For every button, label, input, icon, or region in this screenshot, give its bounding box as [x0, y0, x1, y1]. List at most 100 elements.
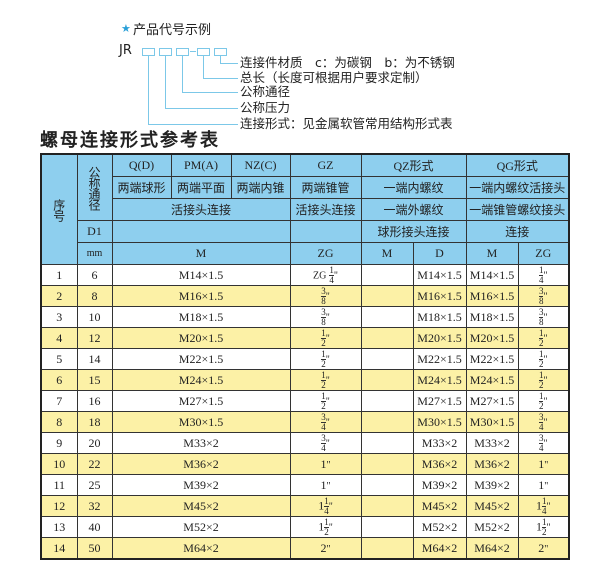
- denominator: 4: [321, 442, 326, 453]
- leader-line: [148, 55, 149, 124]
- inch-mark: ": [325, 416, 330, 428]
- inch-mark: ": [543, 269, 548, 281]
- qz-m-cell: [360, 495, 414, 517]
- dn-cell: 10: [76, 306, 113, 328]
- qz-m-cell: [360, 537, 414, 560]
- inch-mark: ": [543, 290, 548, 302]
- numerator: 1: [538, 369, 544, 381]
- qg-zg-cell: 1 2 ": [517, 327, 570, 349]
- qg-m-cell: M16×1.5: [465, 285, 519, 307]
- dn-cell: 15: [76, 369, 113, 391]
- zg-thread-cell: 1 2 ": [289, 327, 362, 349]
- header-qg-desc3: 连接: [465, 220, 570, 243]
- zg-thread-cell: 1 1 2 ": [289, 516, 362, 538]
- leader-line: [182, 92, 238, 93]
- dn-cell: 12: [76, 327, 113, 349]
- qg-m-cell: M36×2: [465, 453, 519, 475]
- table-row: 14 50 M64×2 2" M64×2 M64×2 2": [40, 537, 570, 560]
- header-gz-desc: 两端锥管: [289, 176, 362, 199]
- header-nz-desc: 两端内锥: [230, 176, 291, 199]
- qg-m-cell: M22×1.5: [465, 348, 519, 370]
- header-qg-desc1: 一端内螺纹活接头: [465, 176, 570, 199]
- seq-cell: 12: [40, 495, 78, 517]
- dn-cell: 14: [76, 348, 113, 370]
- qz-m-cell: [360, 348, 414, 370]
- m-thread-cell: M16×1.5: [111, 285, 291, 307]
- qz-d-cell: M52×2: [412, 516, 467, 538]
- denominator: 4: [538, 274, 544, 285]
- m-thread-cell: M24×1.5: [111, 369, 291, 391]
- qz-d-cell: M30×1.5: [412, 411, 467, 433]
- header-seq: 序号: [40, 153, 78, 265]
- denominator: 4: [324, 505, 329, 516]
- table-title: 螺母连接形式参考表: [40, 130, 220, 151]
- denominator: 4: [538, 421, 544, 432]
- inch-mark: ": [546, 521, 551, 533]
- numerator: 1: [321, 348, 326, 360]
- leader-line: [203, 78, 238, 79]
- qg-zg-cell: 1 1 4 ": [517, 495, 570, 517]
- header-union: 活接头连接: [111, 198, 291, 221]
- denominator: 4: [538, 442, 544, 453]
- whole-part: 2: [538, 540, 545, 555]
- whole-part: 1: [320, 456, 327, 471]
- numerator: 1: [324, 495, 329, 507]
- seq-cell: 1: [40, 264, 78, 286]
- qz-d-cell: M20×1.5: [412, 327, 467, 349]
- inch-mark: ": [328, 521, 333, 533]
- seq-cell: 8: [40, 411, 78, 433]
- qz-m-cell: [360, 390, 414, 412]
- m-thread-cell: M14×1.5: [111, 264, 291, 286]
- denominator: 8: [321, 316, 326, 327]
- qg-zg-cell: 1 2 ": [517, 369, 570, 391]
- m-thread-cell: M52×2: [111, 516, 291, 538]
- whole-part: 1: [318, 518, 325, 533]
- inch-mark: ": [544, 459, 549, 471]
- zg-thread-cell: 3 4 ": [289, 432, 362, 454]
- header-gz: GZ: [289, 153, 362, 177]
- header-m: M: [111, 242, 291, 265]
- whole-part: 1: [538, 477, 545, 492]
- label-pressure: 公称压力: [240, 100, 291, 115]
- zg-thread-cell: 1": [289, 453, 362, 475]
- inch-mark: ": [325, 353, 330, 365]
- numerator: 3: [538, 411, 544, 423]
- numerator: 1: [321, 390, 326, 402]
- inch-mark: ": [544, 480, 549, 492]
- m-thread-cell: M39×2: [111, 474, 291, 496]
- qg-zg-cell: 3 8 ": [517, 285, 570, 307]
- qz-d-cell: M64×2: [412, 537, 467, 560]
- qz-m-cell: [360, 369, 414, 391]
- denominator: 8: [538, 295, 544, 306]
- seq-cell: 7: [40, 390, 78, 412]
- inch-mark: ": [543, 395, 548, 407]
- inch-mark: ": [326, 459, 331, 471]
- zg-thread-cell: 3 4 ": [289, 411, 362, 433]
- qg-zg-cell: 1": [517, 453, 570, 475]
- inch-mark: ": [546, 500, 551, 512]
- table-row: 13 40 M52×2 1 1 2 " M52×2 M52×2 1 1 2 ": [40, 516, 570, 538]
- numerator: 1: [538, 348, 544, 360]
- denominator: 2: [321, 379, 326, 390]
- qz-d-cell: M16×1.5: [412, 285, 467, 307]
- qg-zg-cell: 1 2 ": [517, 348, 570, 370]
- leader-line: [148, 124, 238, 125]
- header-qz-m: M: [360, 242, 414, 265]
- seq-cell: 3: [40, 306, 78, 328]
- inch-mark: ": [543, 332, 548, 344]
- m-thread-cell: M22×1.5: [111, 348, 291, 370]
- dn-cell: 8: [76, 285, 113, 307]
- denominator: 4: [541, 505, 547, 516]
- zg-thread-cell: 1": [289, 474, 362, 496]
- numerator: 1: [538, 390, 544, 402]
- qz-m-cell: [360, 432, 414, 454]
- numerator: 3: [538, 306, 544, 318]
- table-row: 4 12 M20×1.5 1 2 " M20×1.5 M20×1.5 1 2 ": [40, 327, 570, 349]
- whole-part: 1: [320, 477, 327, 492]
